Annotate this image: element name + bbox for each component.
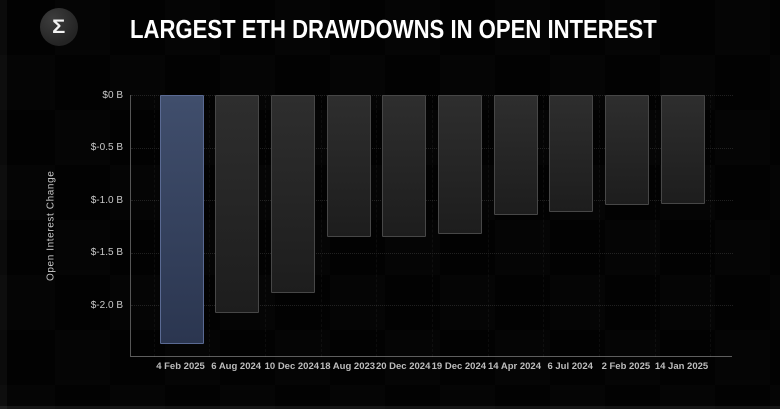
gridline-v	[265, 95, 266, 357]
bar-4-feb-2025	[159, 95, 204, 345]
gridline-v	[543, 95, 545, 357]
x-tick-label: 10 Dec 2024	[264, 361, 320, 372]
y-tick-label: $0 B	[102, 89, 123, 101]
y-axis-tick-labels: $0 B $-0.5 B $-1.0 B $-1.5 B $-2.0 B	[0, 90, 123, 357]
gridline-v	[599, 95, 601, 357]
gridline-v	[432, 95, 433, 357]
bottom-edge-strip	[0, 406, 780, 409]
bar-6-aug-2024	[215, 95, 260, 313]
gridline-h	[131, 147, 733, 149]
x-tick-label: 18 Aug 2023	[319, 361, 376, 372]
brand-logo[interactable]: Σ	[40, 8, 78, 46]
y-tick-label: $-1.0 B	[90, 194, 123, 206]
x-tick-label: 6 Aug 2024	[211, 361, 262, 372]
plot-area	[130, 95, 733, 357]
x-axis-tick-labels: 4 Feb 2025 6 Aug 2024 10 Dec 2024 18 Aug 20…	[130, 361, 732, 377]
x-tick-label: 14 Apr 2024	[488, 361, 542, 372]
left-edge-strip	[0, 0, 7, 409]
bar-20-dec-2024	[382, 95, 427, 238]
gridline-v	[320, 95, 322, 357]
x-tick-label: 4 Feb 2025	[156, 361, 205, 372]
x-tick-label: 19 Dec 2024	[431, 361, 487, 372]
bar-2-feb-2025	[604, 95, 649, 206]
gridline-v	[654, 95, 656, 357]
gridline-h	[131, 95, 733, 96]
y-tick-label: $-1.5 B	[90, 247, 123, 259]
bar-19-dec-2024	[437, 95, 482, 234]
x-tick-label: 14 Jan 2025	[654, 361, 709, 372]
bar-18-aug-2023	[326, 95, 371, 238]
chart-title: LARGEST ETH DRAWDOWNS IN OPEN INTEREST	[130, 14, 657, 44]
gridline-v	[209, 95, 211, 357]
bar-14-jan-2025	[660, 95, 705, 205]
x-tick-label: 6 Jul 2024	[547, 361, 593, 372]
x-tick-label: 20 Dec 2024	[375, 361, 431, 372]
gridline-h	[131, 305, 733, 307]
y-tick-label: $-2.0 B	[90, 299, 123, 311]
gridline-v	[376, 95, 378, 357]
gridline-v	[710, 95, 712, 357]
gridline-v	[153, 95, 155, 357]
gridline-v	[487, 95, 489, 357]
gridline-h	[131, 252, 733, 254]
x-tick-label: 2 Feb 2025	[601, 361, 651, 372]
y-tick-label: $-0.5 B	[90, 142, 123, 154]
bar-6-jul-2024	[549, 95, 594, 212]
bar-10-dec-2024	[270, 95, 315, 293]
gridline-h	[131, 200, 733, 202]
bar-14-apr-2024	[493, 95, 538, 215]
sigma-logo-icon: Σ	[52, 16, 66, 38]
